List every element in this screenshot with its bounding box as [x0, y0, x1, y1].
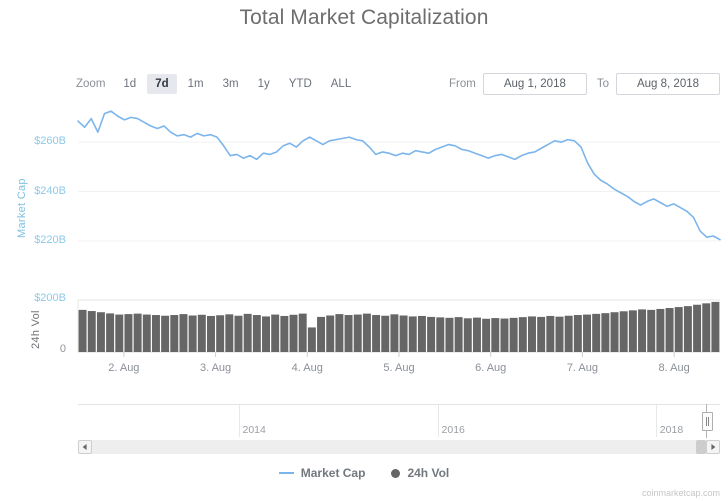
x-axis-tick: 4. Aug	[291, 362, 323, 374]
date-range-selector: From To	[449, 72, 720, 96]
y-axis-title-marketcap: Market Cap	[16, 178, 28, 238]
x-axis-tick: 8. Aug	[658, 362, 690, 374]
y-axis-tick-marketcap: $240B	[34, 184, 66, 197]
arrow-right-icon[interactable]	[706, 440, 720, 454]
range-button-3m[interactable]: 3m	[215, 74, 247, 94]
y-axis-tick-marketcap: $220B	[34, 233, 66, 246]
watermark-credit: coinmarketcap.com	[641, 488, 720, 498]
x-axis-tick: 5. Aug	[383, 362, 415, 374]
legend-item-24h-vol[interactable]: 24h Vol	[391, 466, 449, 480]
range-button-7d[interactable]: 7d	[147, 74, 177, 94]
legend-line-icon	[278, 472, 294, 474]
from-label: From	[449, 78, 476, 90]
navigator-gridline	[437, 405, 439, 437]
range-button-1m[interactable]: 1m	[180, 74, 212, 94]
y-axis-tick-marketcap: $260B	[34, 135, 66, 148]
navigator-year-label: 2016	[441, 424, 465, 436]
chart-legend: Market Cap 24h Vol	[0, 466, 728, 480]
x-axis-tick: 6. Aug	[475, 362, 507, 374]
y-axis-tick-volume-zero: 0	[59, 343, 66, 355]
legend-dot-icon	[391, 468, 401, 478]
to-date-input[interactable]	[616, 73, 720, 95]
scrollbar-thumb[interactable]	[696, 440, 706, 454]
y-axis-tick-volume-top: $200B	[34, 292, 66, 304]
page-title: Total Market Capitalization	[239, 6, 489, 29]
x-axis-tick: 2. Aug	[108, 362, 140, 374]
navigator-gridline	[655, 405, 657, 437]
legend-label: 24h Vol	[407, 466, 450, 480]
x-axis-tick: 7. Aug	[566, 362, 599, 374]
zoom-range-selector: Zoom 1d 7d 1m 3m 1y YTD ALL	[76, 72, 362, 96]
range-button-1y[interactable]: 1y	[250, 74, 278, 94]
range-button-all[interactable]: ALL	[323, 74, 359, 94]
zoom-label: Zoom	[76, 78, 106, 90]
to-label: To	[596, 78, 609, 90]
navigator-year-label: 2014	[242, 424, 266, 436]
range-button-1d[interactable]: 1d	[115, 74, 144, 94]
navigator-year-label: 2018	[659, 424, 684, 436]
navigator-right-handle[interactable]	[702, 412, 713, 431]
navigator-gridline	[238, 405, 240, 437]
navigator-top-border	[78, 404, 720, 405]
arrow-left-icon[interactable]	[78, 440, 92, 454]
legend-item-market-cap[interactable]: Market Cap	[278, 466, 366, 480]
navigator-scrollbar[interactable]	[78, 440, 720, 454]
range-navigator[interactable]: 2014 2016 2018	[78, 404, 720, 442]
from-date-input[interactable]	[482, 73, 587, 95]
x-axis-tick: 3. Aug	[199, 362, 232, 374]
chart-canvas[interactable]	[0, 100, 728, 400]
chart-plot-area[interactable]: $260B $240B $220B Market Cap $200B 0 24h Vol 2.…	[0, 100, 728, 400]
y-axis-title-volume: 24h Vol	[30, 310, 42, 349]
range-button-group: 1d 7d 1m 3m 1y YTD ALL	[115, 74, 362, 94]
legend-label: Market Cap	[300, 466, 366, 480]
range-button-ytd[interactable]: YTD	[281, 74, 320, 94]
